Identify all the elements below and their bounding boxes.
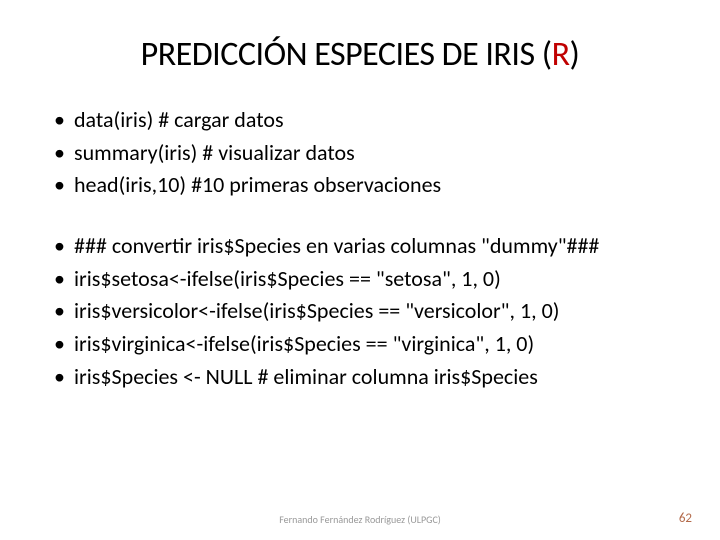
slide: PREDICCIÓN ESPECIES DE IRIS (R) data(iri… <box>0 0 720 540</box>
bullet-item: head(iris,10) #10 primeras observaciones <box>50 170 670 200</box>
bullet-item: iris$versicolor<-ifelse(iris$Species == … <box>50 296 670 326</box>
bullet-text: iris$Species <- NULL # eliminar columna … <box>74 363 538 390</box>
title-paren-open: ( <box>542 34 552 75</box>
bullet-item: iris$virginica<-ifelse(iris$Species == "… <box>50 329 670 359</box>
bullet-item: data(iris) # cargar datos <box>50 105 670 135</box>
bullet-group-1: data(iris) # cargar datos summary(iris) … <box>50 105 670 200</box>
slide-title: PREDICCIÓN ESPECIES DE IRIS (R) <box>50 34 670 75</box>
bullet-item: summary(iris) # visualizar datos <box>50 138 670 168</box>
bullet-text: iris$setosa<-ifelse(iris$Species == "set… <box>74 265 501 292</box>
bullet-text: iris$virginica<-ifelse(iris$Species == "… <box>74 330 534 357</box>
title-paren-close: ) <box>570 34 580 75</box>
footer-page-number: 62 <box>679 511 692 526</box>
bullet-text: ### convertir iris$Species en varias col… <box>74 232 599 259</box>
title-main: PREDICCIÓN ESPECIES DE IRIS <box>141 34 542 75</box>
bullet-item: iris$setosa<-ifelse(iris$Species == "set… <box>50 264 670 294</box>
bullet-item: ### convertir iris$Species en varias col… <box>50 231 670 261</box>
bullet-group-2: ### convertir iris$Species en varias col… <box>50 231 670 391</box>
bullet-item: iris$Species <- NULL # eliminar columna … <box>50 362 670 392</box>
footer-author: Fernando Fernández Rodríguez (ULPGC) <box>0 513 720 526</box>
bullet-text: data(iris) # cargar datos <box>74 106 284 133</box>
spacer <box>50 203 670 231</box>
bullet-text: iris$versicolor<-ifelse(iris$Species == … <box>74 297 559 324</box>
title-r-letter: R <box>552 34 570 75</box>
bullet-text: head(iris,10) #10 primeras observaciones <box>74 171 441 198</box>
bullet-text: summary(iris) # visualizar datos <box>74 139 355 166</box>
